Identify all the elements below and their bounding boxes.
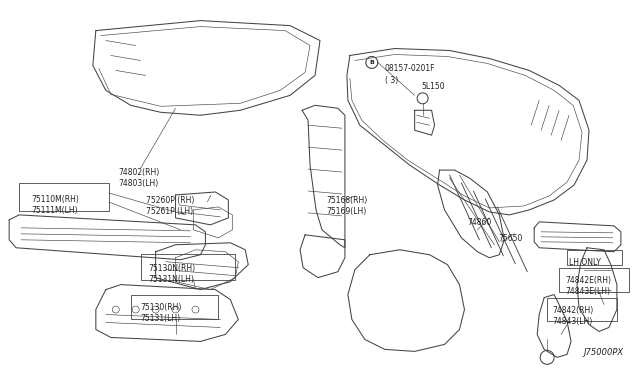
Text: 75650: 75650 xyxy=(499,234,523,243)
Text: 5L150: 5L150 xyxy=(422,82,445,92)
Text: 75168(RH)
75169(LH): 75168(RH) 75169(LH) xyxy=(326,196,367,216)
Text: 75260P (RH)
75261P (LH): 75260P (RH) 75261P (LH) xyxy=(146,196,194,216)
Text: 75130(RH)
75131(LH): 75130(RH) 75131(LH) xyxy=(141,302,182,323)
Text: 74842E(RH)
74843E(LH): 74842E(RH) 74843E(LH) xyxy=(565,276,611,296)
Text: 08157-0201F
( 3): 08157-0201F ( 3) xyxy=(385,64,435,84)
Text: LH ONLY: LH ONLY xyxy=(569,258,601,267)
Text: B: B xyxy=(369,60,374,65)
Bar xyxy=(567,250,622,265)
Bar xyxy=(547,298,617,321)
Bar xyxy=(559,268,629,292)
Bar xyxy=(19,183,109,211)
Text: 74842(RH)
74843(LH): 74842(RH) 74843(LH) xyxy=(552,305,593,326)
Text: 74860: 74860 xyxy=(467,218,492,227)
Bar xyxy=(131,295,218,320)
Bar xyxy=(141,254,236,280)
Text: 75110M(RH)
75111M(LH): 75110M(RH) 75111M(LH) xyxy=(31,195,79,215)
Text: 74802(RH)
74803(LH): 74802(RH) 74803(LH) xyxy=(119,168,160,188)
Text: 75130N(RH)
75131N(LH): 75130N(RH) 75131N(LH) xyxy=(148,264,196,284)
Text: J75000PX: J75000PX xyxy=(584,348,624,357)
